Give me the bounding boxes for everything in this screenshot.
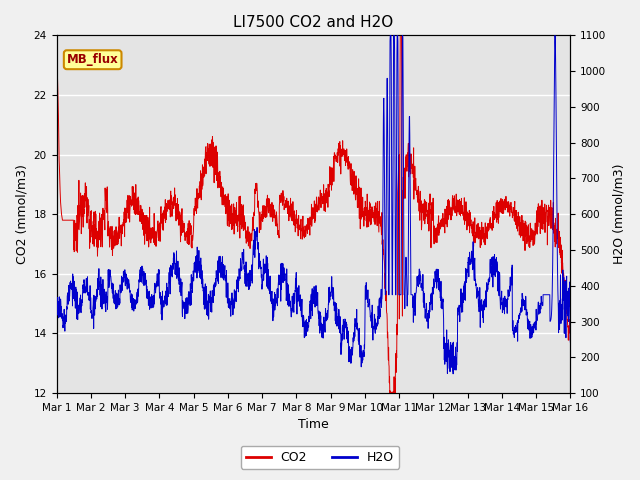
X-axis label: Time: Time: [298, 419, 329, 432]
Y-axis label: H2O (mmol/m3): H2O (mmol/m3): [612, 164, 625, 264]
Legend: CO2, H2O: CO2, H2O: [241, 446, 399, 469]
Y-axis label: CO2 (mmol/m3): CO2 (mmol/m3): [15, 164, 28, 264]
Text: MB_flux: MB_flux: [67, 53, 118, 66]
Title: LI7500 CO2 and H2O: LI7500 CO2 and H2O: [234, 15, 394, 30]
